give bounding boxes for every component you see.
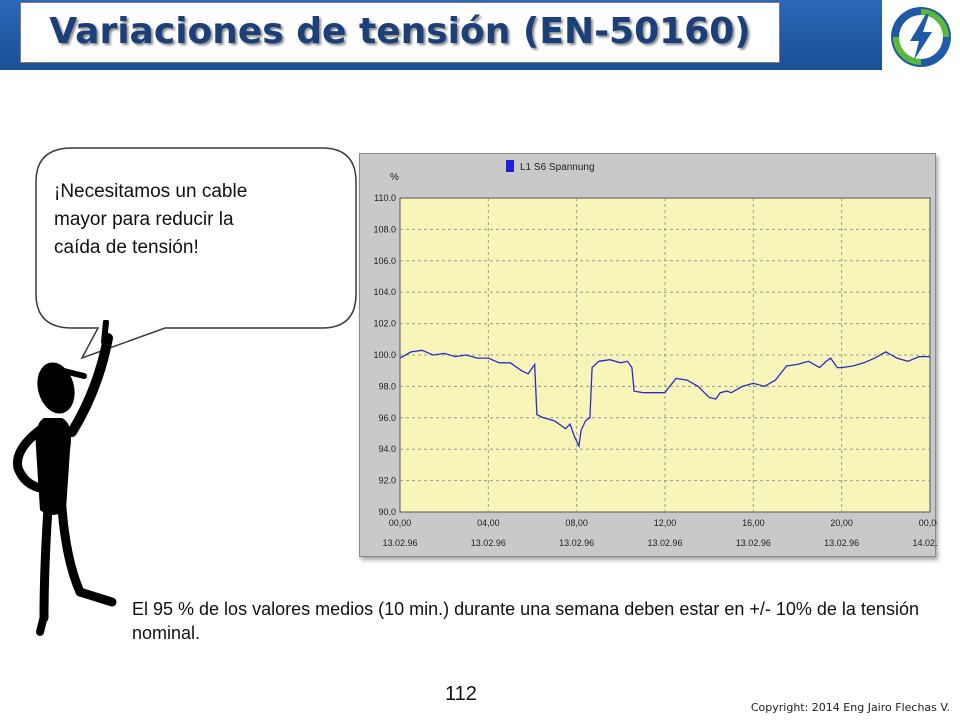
x-tick-time: 00,00	[919, 518, 937, 528]
x-tick-date: 13.02.96	[824, 538, 859, 548]
page-number: 112	[445, 683, 477, 705]
y-tick-label: 108.0	[373, 224, 396, 234]
y-tick-label: 106.0	[373, 256, 396, 266]
voltage-chart-panel: % L1 S6 Spannung 110.0 108.0 106.0 104.0 102.0…	[359, 153, 937, 557]
speech-bubble	[35, 147, 357, 360]
body-text: El 95 % de los valores medios (10 min.) …	[132, 599, 919, 643]
y-tick-label: 110.0	[374, 193, 396, 203]
y-tick-label: 94.0	[378, 444, 396, 454]
stick-figure	[12, 320, 117, 636]
x-tick-date: 13.02.96	[736, 538, 771, 548]
speech-bubble-text: ¡Necesitamos un cable mayor para reducir…	[54, 181, 248, 258]
x-tick-time: 16,00	[742, 518, 765, 528]
copyright-notice: Copyright: 2014 Eng Jairo Flechas V.	[750, 701, 950, 714]
x-tick-time: 08,00	[565, 518, 588, 528]
y-tick-label: 104.0	[373, 287, 396, 297]
x-tick-date: 13.02.96	[559, 538, 594, 548]
legend-swatch	[506, 160, 514, 172]
x-tick-time: 00,00	[389, 518, 412, 528]
x-tick-date: 13.02.96	[471, 538, 506, 548]
x-tick-time: 12,00	[654, 518, 677, 528]
y-tick-label: 102.0	[373, 319, 396, 329]
legend-label: L1 S6 Spannung	[520, 162, 595, 173]
title-box: Variaciones de tensión (EN-50160)	[20, 2, 780, 63]
y-tick-label: 90.0	[378, 507, 396, 517]
y-tick-label: 100.0	[373, 350, 396, 360]
voltage-chart: % L1 S6 Spannung 110.0 108.0 106.0 104.0 102.0…	[373, 160, 937, 548]
y-tick-label: 92.0	[378, 476, 396, 486]
lightning-bolt-icon	[891, 7, 951, 67]
x-tick-date: 13.02.96	[382, 538, 417, 548]
x-tick-time: 04,00	[477, 518, 500, 528]
y-tick-label: 98.0	[378, 381, 396, 391]
series-line-voltage	[399, 349, 930, 449]
page-title: Variaciones de tensión (EN-50160)	[49, 11, 751, 52]
x-tick-date: 14.02.96	[912, 538, 937, 548]
x-tick-time: 20,00	[830, 518, 853, 528]
y-tick-label: 96.0	[378, 413, 396, 423]
x-tick-date: 13.02.96	[647, 538, 682, 548]
y-axis-label: %	[390, 172, 399, 183]
